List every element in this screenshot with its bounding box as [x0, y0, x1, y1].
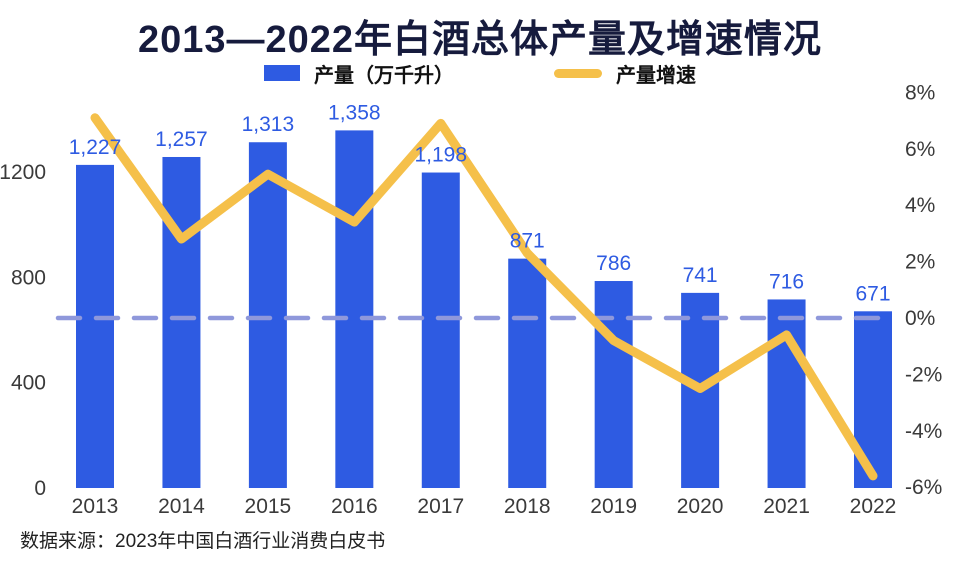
x-axis-label: 2015: [245, 495, 292, 518]
chart-title: 2013—2022年白酒总体产量及增速情况: [137, 19, 823, 61]
bar-value-label: 716: [769, 270, 804, 293]
bar-value-label: 741: [683, 264, 718, 287]
bar-value-label: 871: [510, 230, 545, 253]
right-axis-tick: 8%: [905, 81, 935, 104]
x-axis-label: 2014: [158, 495, 205, 518]
x-axis-label: 2016: [331, 495, 378, 518]
bar-value-label: 1,257: [155, 128, 208, 151]
bar-legend-swatch: [264, 65, 300, 81]
bar-legend-label: 产量（万千升）: [314, 64, 454, 87]
x-axis-label: 2013: [72, 495, 119, 518]
data-source: 数据来源：2023年中国白酒行业消费白皮书: [20, 531, 386, 552]
bar-2017: [421, 172, 460, 488]
bar-2021: [767, 299, 806, 488]
bar-value-label: 1,313: [242, 113, 295, 136]
growth-line: [90, 113, 878, 481]
right-axis-tick: 6%: [905, 138, 935, 161]
legend-item-production: 产量（万千升）: [264, 59, 454, 88]
legend: 产量（万千升） 产量增速: [0, 58, 960, 88]
right-axis-tick: -6%: [905, 476, 942, 499]
left-axis-tick: 1200: [0, 161, 46, 184]
right-axis-tick: -2%: [905, 363, 942, 386]
line-legend-label: 产量增速: [616, 64, 696, 87]
bar-2014: [162, 156, 201, 489]
right-axis-tick: -4%: [905, 420, 942, 443]
x-axis-label: 2017: [417, 495, 464, 518]
bar-value-label: 1,358: [328, 101, 381, 124]
legend-item-growth: 产量增速: [554, 59, 696, 88]
right-axis-tick: 0%: [905, 307, 935, 330]
bar-2018: [508, 258, 547, 488]
bar-2013: [76, 164, 114, 488]
bar-value-label: 1,227: [69, 136, 122, 159]
bar-2016: [335, 130, 374, 489]
bar-value-label: 786: [596, 252, 631, 275]
bar-value-label: 671: [855, 282, 890, 305]
bar-2019: [594, 281, 633, 488]
left-axis-tick: 400: [11, 372, 46, 395]
left-axis-tick: 800: [11, 266, 46, 289]
x-axis-label: 2018: [504, 495, 551, 518]
x-axis-label: 2022: [850, 495, 897, 518]
right-axis-tick: 2%: [905, 251, 935, 274]
right-axis-tick: 4%: [905, 194, 935, 217]
bar-value-label: 1,198: [414, 144, 467, 167]
bar-2015: [248, 142, 287, 488]
left-axis-tick: 0: [34, 477, 46, 500]
x-axis-label: 2021: [763, 495, 810, 518]
x-axis-label: 2020: [677, 495, 724, 518]
line-legend-swatch: [554, 68, 602, 78]
x-axis-label: 2019: [590, 495, 637, 518]
